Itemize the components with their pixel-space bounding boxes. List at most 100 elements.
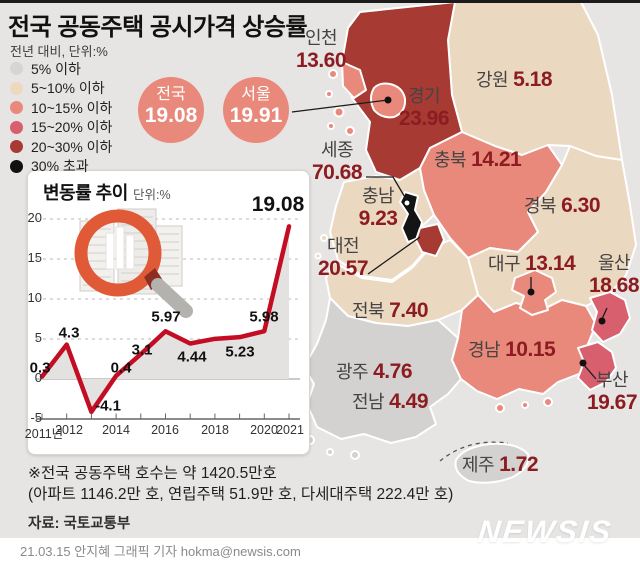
map-label-jeonbuk: 전북 7.40 [352,299,428,322]
map-label-jeonnam: 전남 4.49 [352,390,428,413]
point-label-2015: 3.1 [131,341,153,359]
page-title: 전국 공동주택 공시가격 상승률 [8,14,308,41]
badge-national-value: 19.08 [144,104,198,127]
trend-chart [36,208,300,420]
x-tick-2020: 2020 [250,423,278,437]
map-island-incheon-1 [328,69,338,79]
map-island-gyeongnam-1 [495,403,505,413]
map-label-gyeongbuk: 경북 6.30 [524,194,600,217]
map-label-gwangju: 광주 4.76 [336,360,412,383]
top-border [0,0,640,3]
legend: 5% 이하 5~10% 이하 10~15% 이하 15~20% 이하 20~30… [10,59,112,176]
legend-color-dot [10,62,23,76]
legend-item-label: 10~15% 이하 [31,99,113,116]
badge-seoul-name: 서울 [241,86,271,103]
point-label-2021: 19.08 [251,193,305,216]
point-label-2016: 5.97 [151,308,181,326]
legend-item-label: 30% 초과 [31,158,89,175]
x-tick-2018: 2018 [201,423,229,437]
chart-unit-label: 단위:% [133,188,171,202]
map-label-daejeon: 대전 20.57 [317,236,369,280]
map-island-gyeongnam-2 [521,401,529,409]
legend-color-dot [10,159,23,173]
x-tick-2012: 2012 [55,423,83,437]
map-label-busan: 부산 19.67 [586,370,638,414]
badge-seoul: 서울 19.91 [223,77,289,143]
point-label-2019: 5.23 [225,343,255,361]
legend-item: 15~20% 이하 [10,118,112,138]
map-label-jeju: 제주 1.72 [462,453,538,476]
point-label-2014: 0.4 [110,359,132,377]
legend-item: 30% 초과 [10,157,112,177]
legend-color-dot [10,101,23,115]
footnote-line2: (아파트 1146.2만 호, 연립주택 51.9만 호, 다세대주택 222.… [28,486,454,503]
legend-item-label: 5% 이하 [31,60,81,77]
x-tick-2016: 2016 [151,423,179,437]
y-tick-0: 0 [34,370,42,385]
point-label-2017: 4.44 [177,348,207,366]
badge-seoul-value: 19.91 [229,104,283,127]
legend-item: 5% 이하 [10,59,112,79]
map-island-incheon-5 [345,126,355,136]
map-label-chungnam: 충남 9.23 [358,186,398,230]
map-dot-daegu [527,288,535,296]
y-tick-10: 10 [27,290,42,305]
map-island-chungnam-1 [320,234,328,242]
map-region-ulsan [589,291,631,343]
leader-line-daejeon [367,236,421,275]
map-label-chungbuk: 충북 14.21 [434,148,522,171]
badge-national-name: 전국 [156,86,186,103]
point-label-2013: -4.1 [95,397,121,415]
y-tick-5: 5 [34,330,42,345]
map-dot-sejong [403,199,411,207]
newsis-logo: NEWSIS [476,514,615,549]
map-region-jeju [454,442,530,484]
legend-item-label: 5~10% 이하 [31,80,105,97]
map-island-gyeongnam-3 [543,397,553,407]
trend-chart-panel: 변동률 추이 단위:% 20 15 10 5 0 -5 2011년 2012 2… [24,170,310,455]
chart-title: 변동률 추이 [43,183,128,203]
legend-color-dot [10,120,23,134]
point-label-2020: 5.98 [249,308,279,326]
map-island-incheon-2 [325,90,333,98]
leader-line-sejong [366,176,407,200]
page-subtitle: 전년 대비, 단위:% [10,44,108,59]
map-label-gyeongnam: 경남 10.15 [468,338,556,361]
legend-item: 20~30% 이하 [10,137,112,157]
map-label-incheon: 인천 13.60 [295,28,347,72]
x-tick-2011: 2011년 [24,427,64,441]
map-label-sejong: 세종 70.68 [311,140,363,184]
leader-line-busan [583,364,597,380]
chart-series [39,224,292,415]
source-text: 자료: 국토교통부 [28,516,131,532]
apartment-magnifier-illustration [74,208,193,318]
leader-line-seoul [291,99,389,113]
y-tick-neg5: -5 [30,410,42,425]
legend-color-dot [10,140,23,154]
y-tick-15: 15 [27,250,42,265]
point-label-2012: 4.3 [58,324,80,342]
legend-item: 5~10% 이하 [10,79,112,99]
legend-color-dot [10,81,23,95]
x-tick-2021: 2021 [276,423,304,437]
map-label-daegu: 대구 13.14 [488,252,576,275]
map-dot-seoul [384,96,392,104]
map-label-gangwon: 강원 5.18 [476,68,552,91]
footer-strip [0,538,640,564]
map-dot-ulsan [598,317,606,325]
map-region-busan [577,341,617,391]
credit-text: 21.03.15 안지혜 그래픽 기자 hokma@newsis.com [20,544,301,559]
map-dot-busan [579,359,587,367]
leader-line-ulsan [601,307,608,320]
map-island-incheon-4 [327,122,335,130]
jeju-separator-dashed-line [439,441,509,462]
map-island-jeonnam-3 [350,450,360,460]
map-label-ulsan: 울산 18.68 [588,253,640,297]
legend-item-label: 20~30% 이하 [31,138,113,155]
map-island-jeonnam-2 [326,448,334,456]
legend-item: 10~15% 이하 [10,98,112,118]
map-region-incheon [341,61,367,99]
map-island-incheon-3 [333,106,345,118]
